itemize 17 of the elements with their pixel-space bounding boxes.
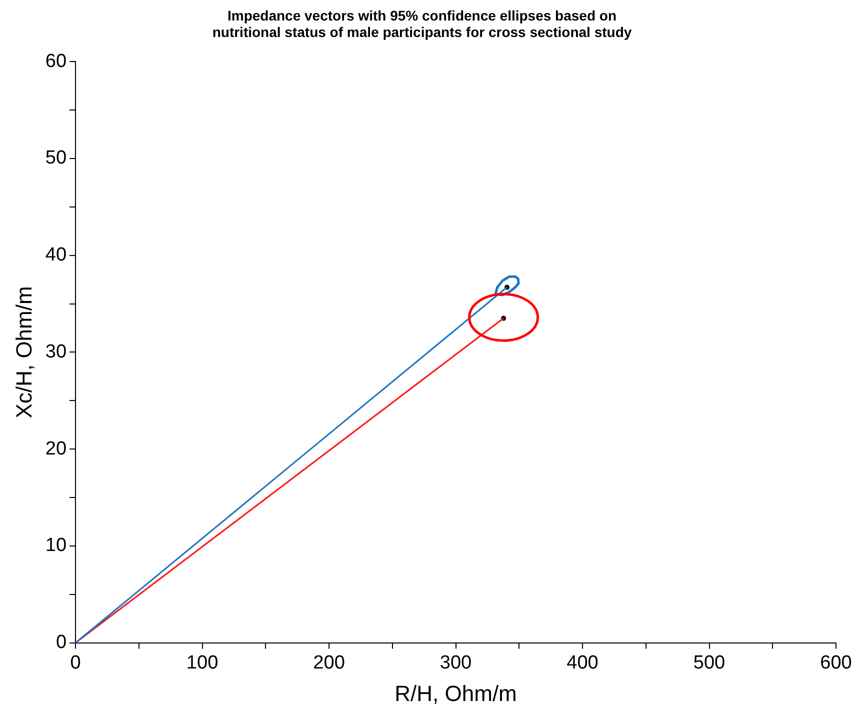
x-tick-label: 500 (693, 652, 726, 674)
x-axis-title: R/H, Ohm/m (394, 680, 517, 706)
y-tick-label: 0 (56, 632, 67, 654)
y-tick-label: 50 (45, 148, 67, 169)
y-tick-label: 30 (45, 341, 67, 362)
y-tick-label: 40 (45, 244, 67, 266)
y-tick-label: 60 (45, 50, 67, 72)
x-tick-label: 300 (440, 652, 472, 674)
y-tick-label: 20 (45, 438, 67, 460)
x-tick-label: 600 (820, 652, 852, 674)
x-tick-label: 0 (70, 652, 81, 674)
chart-title: Impedance vectors with 95% confidence ellipses based on nutritional status of male participants for cross sectional study (212, 7, 632, 40)
x-tick-label: 400 (566, 652, 598, 674)
x-tick-label: 100 (186, 652, 218, 674)
y-axis-title: Xc/H, Ohm/m (11, 286, 36, 418)
y-tick-label: 10 (45, 535, 67, 556)
x-tick-label: 200 (313, 652, 345, 674)
